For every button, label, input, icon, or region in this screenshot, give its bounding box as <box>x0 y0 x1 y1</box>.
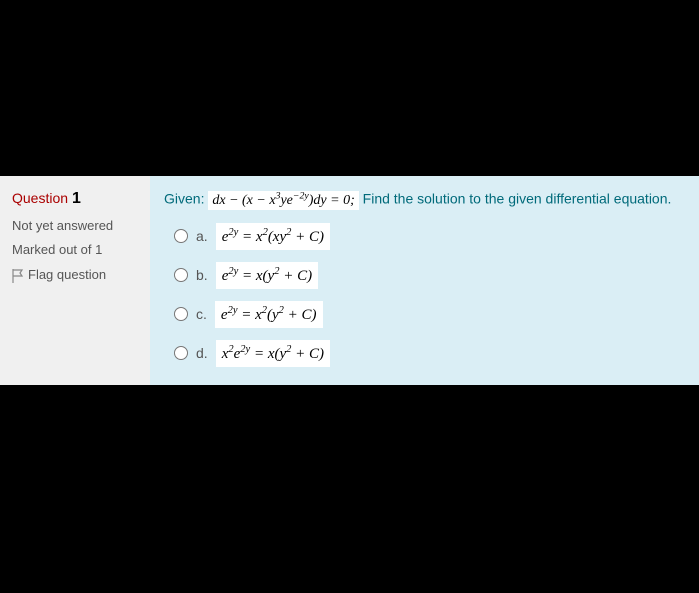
option-d[interactable]: d. x2e2y = x(y2 + C) <box>174 340 685 367</box>
question-info-panel: Question 1 Not yet answered Marked out o… <box>0 176 150 385</box>
option-a-letter: a. <box>196 228 208 244</box>
option-b-radio[interactable] <box>174 268 188 282</box>
option-a-formula: e2y = x2(xy2 + C) <box>216 223 330 250</box>
option-b-formula: e2y = x(y2 + C) <box>216 262 318 289</box>
option-d-letter: d. <box>196 345 208 361</box>
flag-icon <box>12 269 24 283</box>
question-text: Given: dx − (x − x3ye−2y)dy = 0; Find th… <box>164 190 685 209</box>
question-number: 1 <box>72 190 81 207</box>
flag-question-link[interactable]: Flag question <box>12 265 138 286</box>
question-equation: dx − (x − x3ye−2y)dy = 0; <box>208 191 358 210</box>
option-d-radio[interactable] <box>174 346 188 360</box>
option-c-formula: e2y = x2(y2 + C) <box>215 301 323 328</box>
option-c[interactable]: c. e2y = x2(y2 + C) <box>174 301 685 328</box>
grade-text: Marked out of 1 <box>12 240 138 261</box>
question-number-block: Question 1 <box>12 186 138 212</box>
flag-label: Flag question <box>28 265 106 286</box>
option-c-letter: c. <box>196 306 207 322</box>
option-d-formula: x2e2y = x(y2 + C) <box>216 340 330 367</box>
question-suffix: Find the solution to the given different… <box>363 191 672 207</box>
question-label: Question <box>12 190 68 206</box>
option-c-radio[interactable] <box>174 307 188 321</box>
option-a[interactable]: a. e2y = x2(xy2 + C) <box>174 223 685 250</box>
quiz-container: Question 1 Not yet answered Marked out o… <box>0 176 699 385</box>
question-content-panel: Given: dx − (x − x3ye−2y)dy = 0; Find th… <box>150 176 699 385</box>
question-prefix: Given: <box>164 191 204 207</box>
option-a-radio[interactable] <box>174 229 188 243</box>
answer-state: Not yet answered <box>12 216 138 237</box>
option-b[interactable]: b. e2y = x(y2 + C) <box>174 262 685 289</box>
options-list: a. e2y = x2(xy2 + C) b. e2y = x(y2 + C) … <box>164 223 685 367</box>
option-b-letter: b. <box>196 267 208 283</box>
